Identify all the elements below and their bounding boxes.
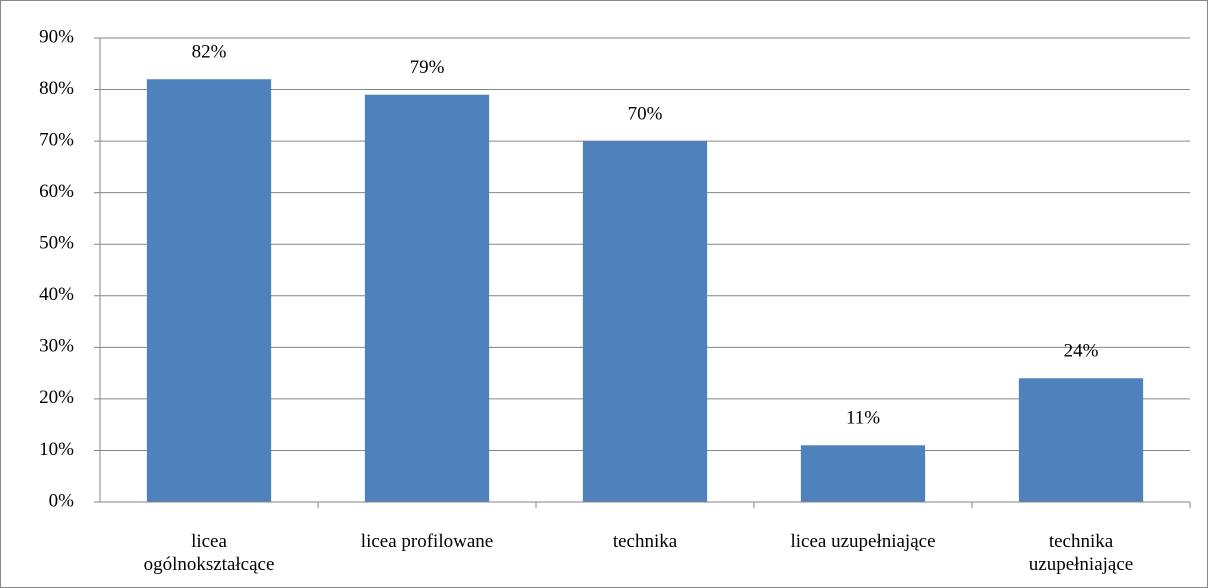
bar bbox=[364, 94, 490, 502]
y-tick-label: 70% bbox=[39, 129, 74, 150]
x-tick-label: licea profilowane bbox=[360, 531, 494, 552]
data-label: 70% bbox=[628, 103, 663, 124]
data-label: 11% bbox=[846, 408, 880, 429]
x-tick-label: licea ogólnokształcące bbox=[143, 531, 275, 575]
y-tick-label: 10% bbox=[39, 439, 74, 460]
y-tick-label: 90% bbox=[39, 26, 74, 47]
bar bbox=[582, 141, 708, 502]
data-label: 82% bbox=[192, 42, 227, 63]
y-tick-label: 20% bbox=[39, 387, 74, 408]
y-tick-label: 30% bbox=[39, 336, 74, 357]
y-tick-label: 0% bbox=[49, 490, 75, 511]
bar bbox=[800, 445, 926, 502]
data-label: 79% bbox=[410, 57, 445, 78]
bar bbox=[146, 79, 272, 502]
y-tick-label: 40% bbox=[39, 284, 74, 305]
y-tick-label: 60% bbox=[39, 181, 74, 202]
data-label: 24% bbox=[1064, 341, 1099, 362]
x-tick-label: technika bbox=[612, 531, 678, 552]
y-tick-label: 80% bbox=[39, 78, 74, 99]
x-tick-label: licea uzupełniające bbox=[790, 531, 936, 552]
x-tick-label: technika uzupełniające bbox=[1028, 531, 1134, 575]
bar bbox=[1018, 378, 1144, 502]
y-tick-label: 50% bbox=[39, 233, 74, 254]
